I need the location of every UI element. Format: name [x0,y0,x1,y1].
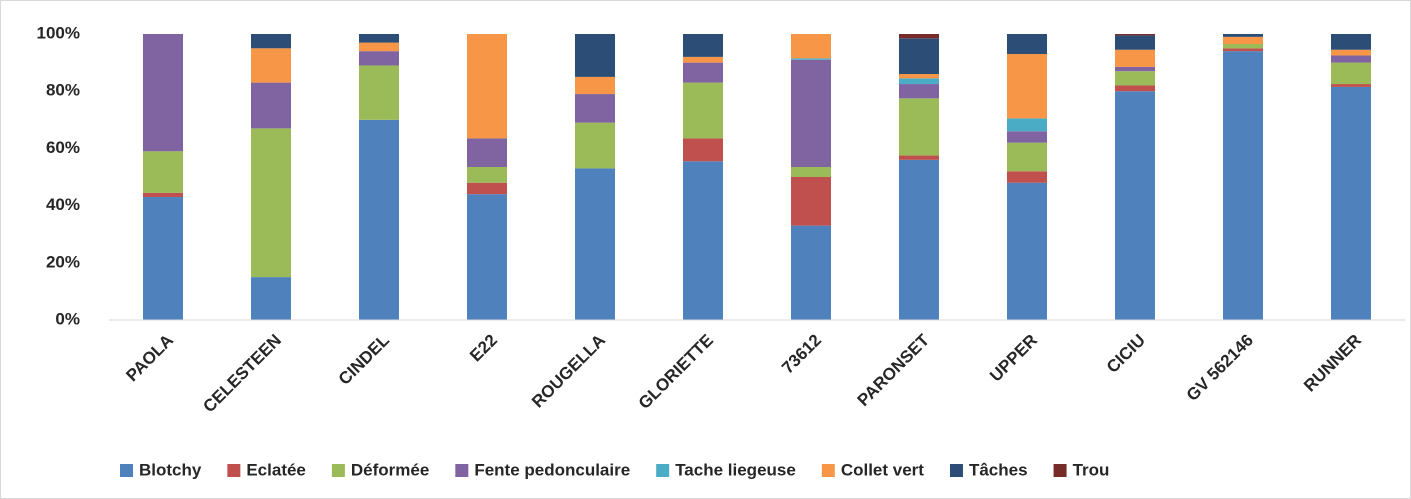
bar-segment [1007,34,1047,55]
y-tick-label: 60% [46,138,80,157]
bar-segment [1223,51,1263,320]
legend-label: Tache liegeuse [675,460,796,479]
bar-segment [899,98,939,156]
bar-segment [899,78,939,85]
bar-segment [1223,34,1263,37]
legend-swatch [821,464,835,477]
bar-segment [1115,91,1155,320]
bar-segment [467,138,507,167]
bar-segment [791,177,831,226]
bar-segment [467,182,507,195]
y-tick-label: 80% [46,81,80,100]
bar-segment [575,122,615,169]
legend-swatch [331,464,345,477]
legend-swatch [656,464,670,477]
legend-label: Blotchy [139,460,202,479]
bar-segment [1115,35,1155,50]
bar-segment [1007,171,1047,183]
legend-swatch [949,464,963,477]
bar-segment [467,166,507,183]
bar-segment [899,84,939,99]
y-tick-label: 100% [37,23,80,42]
bar-segment [143,192,183,198]
bar-segment [143,151,183,193]
bar-segment [683,82,723,139]
bar-segment [143,197,183,320]
bar-segment [1115,34,1155,36]
bar-segment [251,277,291,320]
legend-swatch [455,464,469,477]
bar-segment [683,161,723,320]
bar-segment [791,166,831,177]
legend-label: Déformée [351,460,429,479]
legend-label: Fente pedonculaire [474,460,630,479]
bar-segment [899,74,939,79]
bar-segment [575,168,615,320]
y-tick-label: 20% [46,252,80,271]
bar-segment [899,159,939,320]
bar-segment [251,82,291,129]
legend-swatch [120,464,133,477]
bar-segment [467,194,507,320]
bar-segment [791,58,831,60]
bar-segment [1331,34,1371,50]
legend-label: Trou [1073,460,1110,479]
bar-segment [1115,49,1155,67]
y-tick-label: 40% [46,195,80,214]
bar-segment [1007,118,1047,132]
bar-segment [683,34,723,57]
legend-label: Eclatée [246,460,306,479]
bar-segment [359,42,399,52]
bar-segment [1115,85,1155,92]
bar-segment [683,56,723,63]
bar-segment [359,51,399,66]
legend-label: Tâches [969,460,1028,479]
bar-segment [1331,62,1371,85]
bar-segment [1223,44,1263,49]
bar-segment [1007,182,1047,320]
bar-segment [359,34,399,43]
bar-segment [359,65,399,120]
bar-segment [1007,131,1047,143]
bar-segment [899,34,939,39]
bar-segment [683,138,723,162]
legend-label: Collet vert [841,460,924,479]
bar-segment [575,34,615,77]
bar-segment [1331,55,1371,63]
bar-segment [251,34,291,49]
bar-segment [899,155,939,160]
bar-segment [791,34,831,59]
bar-segment [251,48,291,83]
bar-segment [1007,142,1047,172]
bar-segment [1223,36,1263,45]
bar-segment [467,34,507,139]
bar-segment [1331,84,1371,87]
bar-segment [359,119,399,320]
bar-segment [1331,86,1371,320]
bar-segment [1223,48,1263,52]
bar-segment [791,59,831,167]
bar-segment [683,62,723,83]
legend-swatch [1053,464,1067,477]
bar-segment [1007,54,1047,119]
bar-segment [1331,49,1371,56]
bar-segment [1115,66,1155,72]
y-tick-label: 0% [55,309,80,328]
bar-segment [575,94,615,123]
legend-swatch [227,464,241,477]
bar-segment [143,34,183,152]
bar-segment [1115,71,1155,86]
bar-segment [251,128,291,278]
bar-segment [575,76,615,95]
bar-segment [791,225,831,320]
bar-segment [899,38,939,75]
